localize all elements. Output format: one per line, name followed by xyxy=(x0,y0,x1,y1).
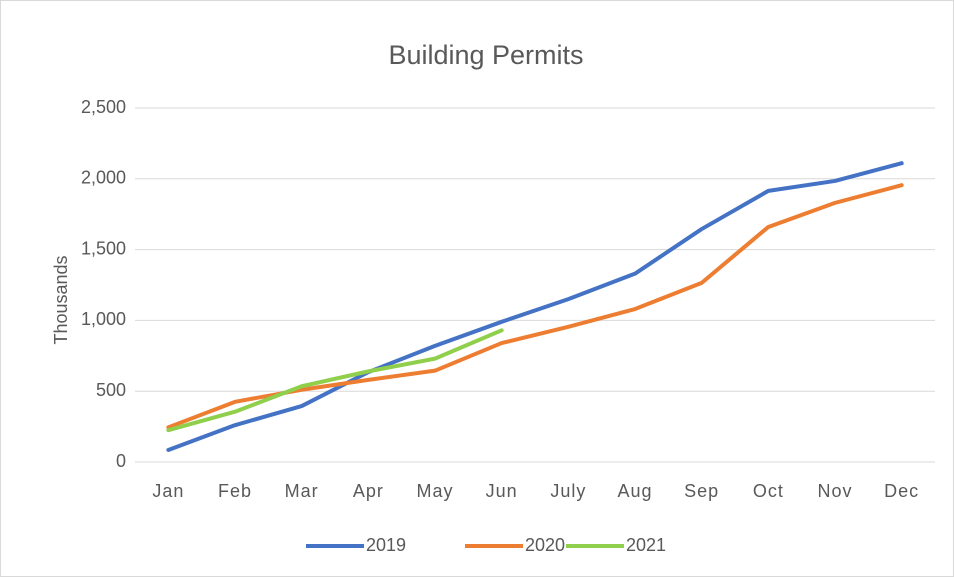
x-tick-label: July xyxy=(550,481,586,501)
y-tick-label: 2,500 xyxy=(81,97,126,117)
chart-title: Building Permits xyxy=(388,40,583,70)
x-tick-label: Apr xyxy=(353,481,384,501)
x-tick-label: Jun xyxy=(486,481,518,501)
x-tick-label: Dec xyxy=(884,481,919,501)
series-line xyxy=(166,161,904,452)
x-tick-label: Feb xyxy=(218,481,252,501)
legend-label: 2020 xyxy=(525,535,565,555)
x-tick-label: Nov xyxy=(817,481,852,501)
y-tick-label: 0 xyxy=(116,451,126,471)
y-tick-label: 1,000 xyxy=(81,309,126,329)
series-line xyxy=(166,328,504,433)
y-tick-label: 500 xyxy=(96,380,126,400)
x-tick-label: Jan xyxy=(152,481,184,501)
x-tick-label: Sep xyxy=(684,481,719,501)
y-tick-label: 1,500 xyxy=(81,238,126,258)
y-tick-label: 2,000 xyxy=(81,168,126,188)
x-tick-label: Mar xyxy=(285,481,319,501)
y-axis-label: Thousands xyxy=(51,255,71,344)
x-tick-label: Aug xyxy=(617,481,652,501)
x-tick-label: Oct xyxy=(753,481,784,501)
legend-label: 2019 xyxy=(366,535,406,555)
legend-label: 2021 xyxy=(626,535,666,555)
x-tick-label: May xyxy=(416,481,453,501)
